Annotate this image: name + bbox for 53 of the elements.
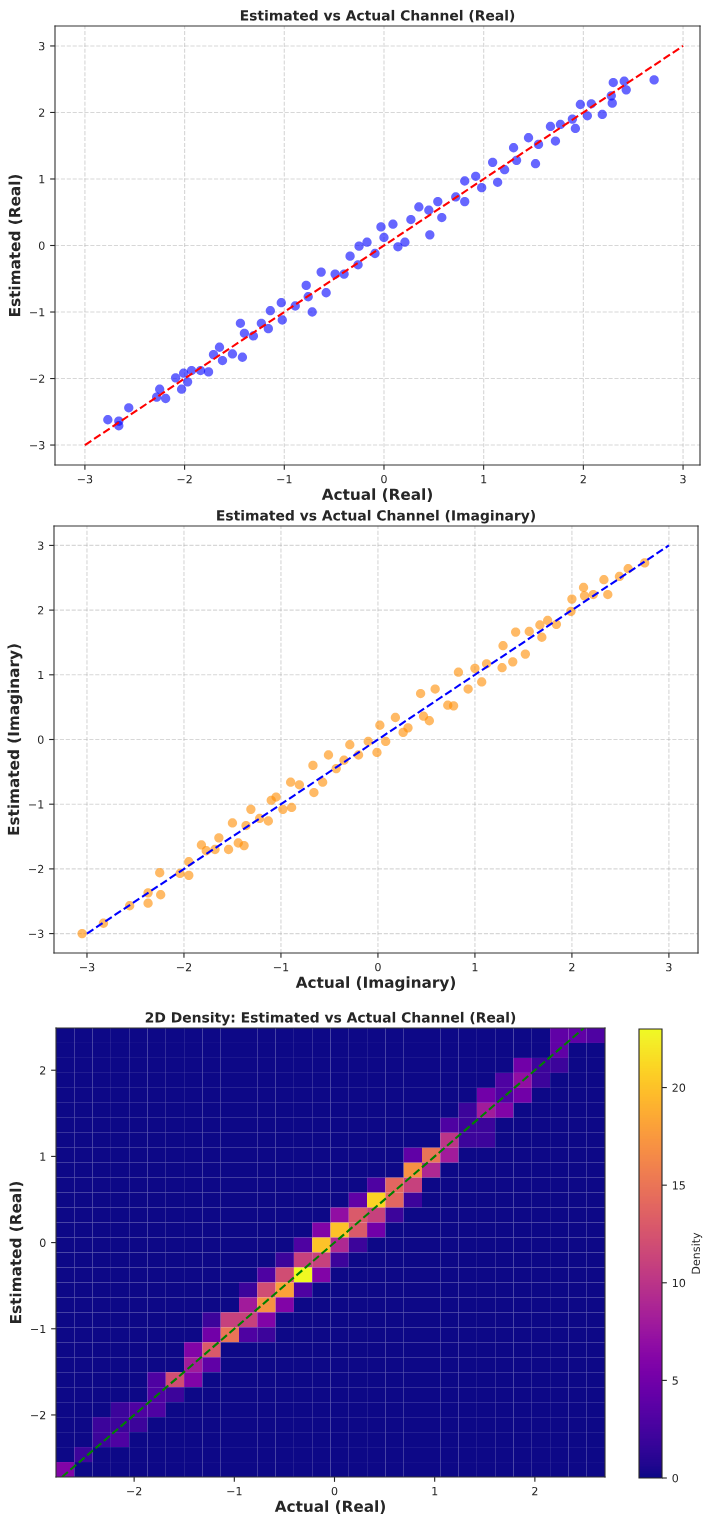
y-tick-label: 2 [40,1066,46,1075]
x-tick-label: 1 [432,1487,438,1496]
x-tick-label: 3 [666,962,672,972]
x-tick-label: −1 [227,1487,242,1496]
x-tick-label: 0 [381,474,387,484]
y-tick-label: −3 [29,929,44,938]
x-tick-label: 0 [375,962,381,972]
chart-title: Estimated vs Actual Channel (Real) [240,9,515,23]
y-tick-label: 2 [38,606,44,615]
x-tick-label: 1 [481,475,487,484]
y-tick-label: −2 [31,1410,46,1420]
y-tick-label: 1 [39,175,45,184]
x-tick-label: −1 [273,963,289,972]
color-bar-label: 5 [672,1376,678,1385]
chart-title: Estimated vs Actual Channel (Imaginary) [217,509,535,524]
chart-title: 2D Density: Estimated vs Actual Channel (Real) [145,1011,516,1026]
color-bar-title: Density [691,1232,703,1274]
y-tick-label: 1 [40,1152,46,1161]
y-tick-label: 3 [38,541,44,550]
x-axis-title: Actual (Real) [274,1500,385,1514]
x-axis-title: Actual (Imaginary) [295,976,456,992]
y-tick-label: 1 [38,670,44,680]
y-tick-label: 0 [39,1238,46,1247]
y-axis-title: Estimated (Real) [8,174,23,317]
y-tick-label: −2 [29,864,44,874]
y-tick-label: 0 [38,241,45,250]
color-bar-label: 0 [672,1473,679,1483]
x-tick-label: 2 [532,1486,538,1496]
x-tick-label: 1 [472,963,478,972]
color-bar-label: 15 [672,1181,685,1190]
x-tick-label: 2 [580,474,586,484]
color-bar-label: 10 [672,1278,686,1288]
y-tick-label: 3 [39,41,45,51]
color-bar-label: 20 [672,1083,686,1092]
x-tick-label: −3 [79,962,95,972]
y-axis-title: Estimated (Imaginary) [7,644,23,835]
y-tick-label: −2 [30,374,45,383]
y-tick-label: −1 [31,1324,46,1333]
y-axis-title: Estimated (Real) [9,1181,24,1324]
y-tick-label: 2 [39,108,45,117]
y-tick-label: 0 [37,735,44,744]
y-tick-label: −1 [29,800,44,809]
y-tick-label: −1 [30,308,45,317]
x-tick-label: −1 [277,475,292,484]
x-tick-label: 2 [569,962,575,972]
x-tick-label: −2 [177,474,192,484]
y-tick-label: −3 [30,441,45,450]
x-tick-label: −2 [176,962,192,972]
x-tick-label: −2 [127,1486,142,1496]
x-axis-title: Actual (Real) [321,488,432,502]
x-tick-label: −3 [77,474,93,484]
x-tick-label: 0 [331,1486,338,1496]
x-tick-label: 3 [680,474,686,484]
